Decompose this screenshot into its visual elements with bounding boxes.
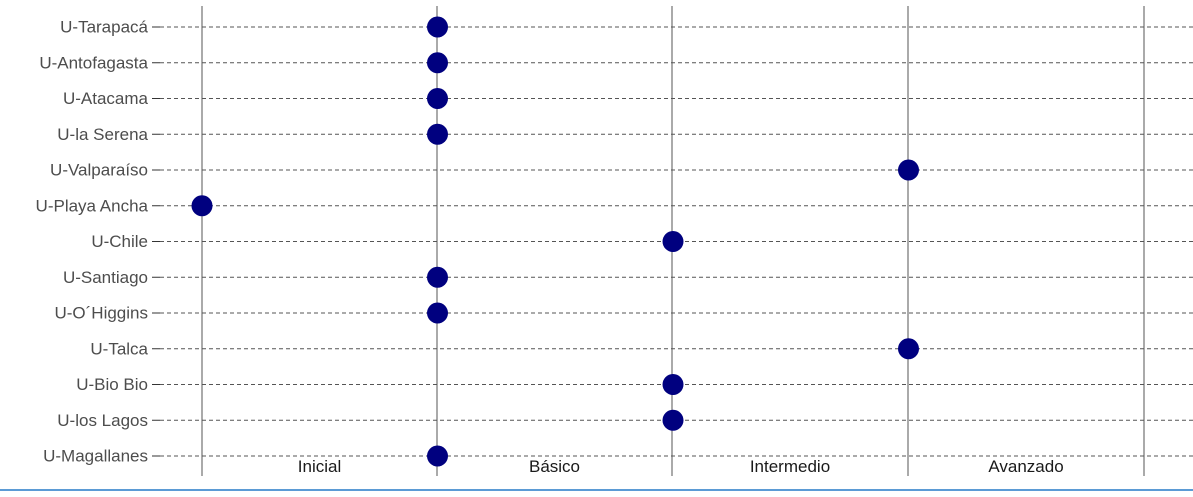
data-point — [898, 159, 919, 181]
level-label: Avanzado — [988, 457, 1063, 476]
data-point — [191, 195, 213, 217]
y-tick-label: U-Antofagasta — [39, 53, 148, 72]
data-point — [427, 302, 448, 324]
grid-layer — [152, 26, 1193, 457]
bottom-rule — [0, 489, 1193, 491]
data-point — [427, 266, 448, 288]
y-tick-label: U-Valparaíso — [50, 161, 148, 180]
y-tick-label: U-Tarapacá — [60, 18, 148, 37]
y-tick-label: U-O´Higgins — [54, 304, 148, 323]
data-point — [427, 88, 448, 109]
y-tick-label: U-Bio Bio — [76, 375, 148, 394]
y-tick-label: U-Talca — [90, 339, 148, 358]
y-tick-label: U-Atacama — [63, 89, 149, 108]
data-point — [427, 445, 448, 467]
y-tick-label: U-Magallanes — [43, 447, 148, 466]
data-point — [662, 409, 684, 431]
points-layer — [191, 16, 919, 467]
y-axis-labels: U-Tarapacá U-Antofagasta U-Atacama U-la Ser… — [36, 18, 149, 466]
y-tick-label: U-Santiago — [63, 268, 148, 287]
level-label: Intermedio — [750, 457, 830, 476]
data-point — [662, 374, 684, 395]
y-tick-label: U-Playa Ancha — [36, 196, 149, 215]
level-label: Inicial — [298, 457, 341, 476]
y-tick-label: U-la Serena — [57, 125, 148, 144]
data-point — [427, 123, 448, 145]
data-point — [427, 16, 448, 38]
data-point — [662, 231, 684, 252]
level-labels: Inicial Básico Intermedio Avanzado — [298, 457, 1064, 476]
data-point — [427, 52, 448, 74]
y-tick-label: U-los Lagos — [57, 411, 148, 430]
level-label: Básico — [529, 457, 580, 476]
y-tick-label: U-Chile — [91, 232, 148, 251]
data-point — [898, 338, 919, 360]
